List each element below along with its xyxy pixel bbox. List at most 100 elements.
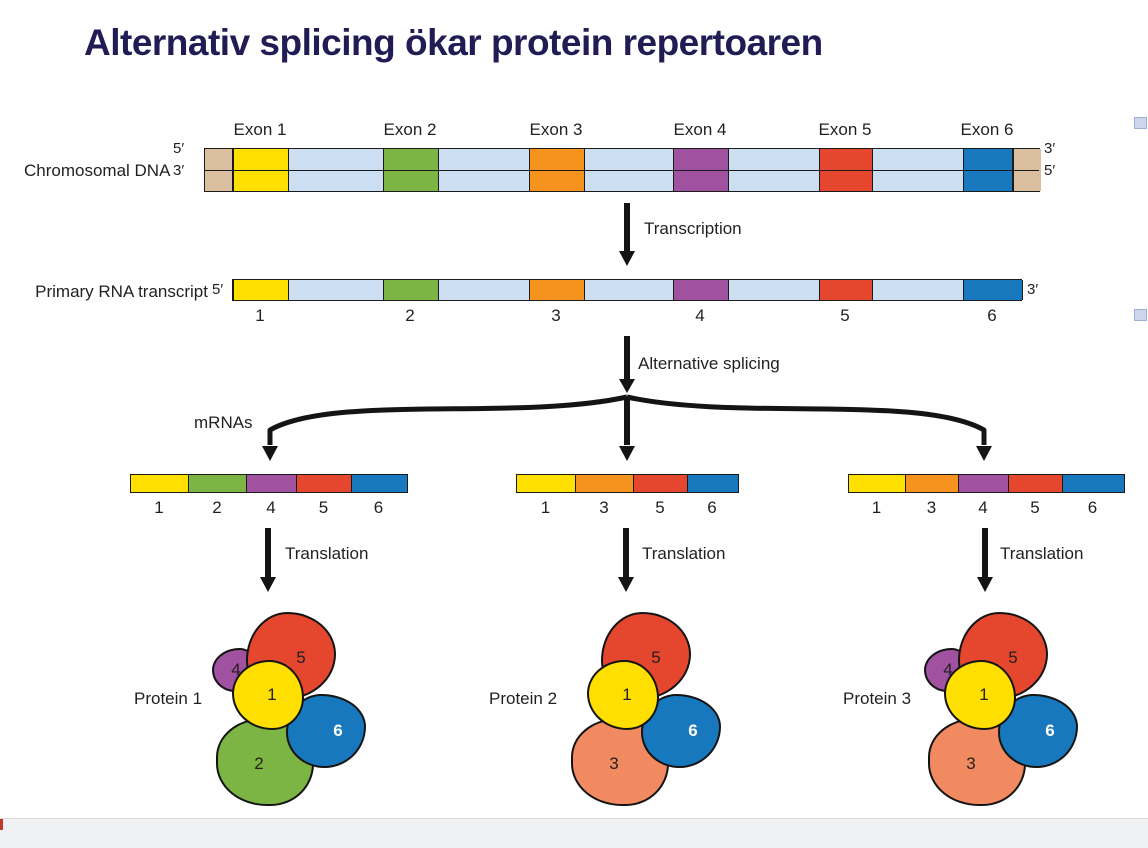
mrna-3-exon-6 — [1063, 475, 1124, 492]
rna-exon-3 — [529, 280, 585, 300]
subunit-number: 1 — [622, 685, 632, 704]
mrna-1-exon-4 — [247, 475, 297, 492]
rna-exon-5 — [819, 280, 873, 300]
rna-exon-number-4: 4 — [695, 306, 705, 325]
exon-label-6: Exon 6 — [960, 120, 1014, 139]
rna-exon-number-1: 1 — [255, 306, 265, 325]
protein-3-structure: 4 5 1 3 6 — [912, 608, 1102, 818]
scrollbar-marker-mid[interactable] — [1134, 309, 1147, 321]
mrna-exon-number: 2 — [212, 498, 222, 517]
dna-exon-3 — [529, 149, 585, 191]
mrna-exon-number: 5 — [1030, 498, 1040, 517]
rna-exon-2 — [383, 280, 439, 300]
rna-exon-number-5: 5 — [840, 306, 850, 325]
mrna-exon-number: 1 — [871, 498, 882, 517]
mrna-3-exon-4 — [959, 475, 1009, 492]
protein-1-structure: 4 5 1 2 6 — [200, 608, 390, 818]
subunit-number: 1 — [979, 685, 989, 704]
translation-arrowhead-1 — [260, 577, 276, 592]
subunit-number: 6 — [688, 721, 698, 740]
translation-label-1: Translation — [285, 544, 369, 563]
rna-5prime: 5′ — [212, 281, 224, 298]
splice-branch-left-arrowhead — [262, 446, 278, 461]
mrna-2-exon-3 — [576, 475, 634, 492]
subunit-number: 6 — [1045, 721, 1055, 740]
translation-arrowhead-3 — [977, 577, 993, 592]
splice-branch-left — [267, 394, 628, 445]
protein-2-label: Protein 2 — [489, 689, 558, 708]
dna-left-3prime: 3′ — [173, 162, 185, 179]
protein-2-structure: 5 1 3 6 — [555, 608, 745, 818]
mrna-2-bar — [516, 474, 739, 493]
dna-end-cap-left — [205, 149, 233, 191]
dna-left-5prime: 5′ — [173, 140, 185, 157]
dna-intron-5 — [873, 149, 963, 191]
rna-intron-3 — [585, 280, 673, 300]
mrna-exon-number: 6 — [1087, 498, 1098, 517]
dna-exon-6 — [963, 149, 1013, 191]
primary-rna-bar — [232, 279, 1023, 301]
splice-branch-right — [626, 394, 987, 445]
protein-1-label: Protein 1 — [134, 689, 203, 708]
mrna-1-exon-5 — [297, 475, 352, 492]
subunit-number: 6 — [333, 721, 343, 740]
rna-exon-number-6: 6 — [987, 306, 997, 325]
mrna-exon-number: 4 — [266, 498, 276, 517]
mrna-1: 1 2 4 5 6 — [130, 474, 408, 518]
subunit-number: 3 — [609, 754, 619, 773]
mrna-exon-number: 5 — [318, 498, 329, 517]
mrna-2-exon-5 — [634, 475, 688, 492]
chromosomal-dna-bar — [204, 148, 1041, 192]
bottom-bar — [0, 818, 1148, 848]
mrna-3-numbers: 1 3 4 5 6 — [848, 498, 1125, 518]
subunit-number: 4 — [943, 660, 953, 679]
mrna-2-numbers: 1 3 5 6 — [516, 498, 739, 518]
mrna-1-bar — [130, 474, 408, 493]
mrna-exon-number: 1 — [154, 498, 164, 517]
subunit-number: 4 — [231, 660, 241, 679]
mrna-1-exon-2 — [189, 475, 247, 492]
exon-label-5: Exon 5 — [818, 120, 872, 139]
transcription-arrowhead — [619, 251, 635, 266]
dna-exon-4 — [673, 149, 729, 191]
protein-3-subunit-1-blob: 1 — [944, 660, 1016, 730]
transcription-label: Transcription — [644, 219, 742, 238]
rna-intron-5 — [873, 280, 963, 300]
mrna-2-exon-1 — [517, 475, 576, 492]
protein-2-subunit-1-blob: 1 — [587, 660, 659, 730]
rna-exon-number-3: 3 — [551, 306, 561, 325]
protein-3-label: Protein 3 — [843, 689, 912, 708]
mrna-1-exon-6 — [352, 475, 407, 492]
chromosomal-dna-label: Chromosomal DNA — [24, 161, 171, 180]
alternative-splicing-label: Alternative splicing — [638, 354, 780, 373]
mrna-exon-number: 6 — [707, 498, 717, 517]
mrna-exon-number: 5 — [655, 498, 665, 517]
mrnas-label: mRNAs — [194, 413, 253, 432]
exon-label-2: Exon 2 — [383, 120, 437, 139]
scrollbar-marker-top[interactable] — [1134, 117, 1147, 129]
dna-intron-4 — [729, 149, 819, 191]
mrna-3: 1 3 4 5 6 — [848, 474, 1125, 518]
dna-right-5prime: 5′ — [1044, 162, 1056, 179]
mrna-3-exon-5 — [1009, 475, 1063, 492]
mrna-3-exon-1 — [849, 475, 906, 492]
bottom-accent-mark — [0, 819, 3, 830]
mrna-1-exon-1 — [131, 475, 189, 492]
mrna-exon-number: 4 — [978, 498, 988, 517]
exon-label-3: Exon 3 — [529, 120, 583, 139]
mrna-exon-number: 6 — [373, 498, 384, 517]
exon-label-1: Exon 1 — [233, 120, 287, 139]
dna-exon-1 — [233, 149, 289, 191]
subunit-number: 2 — [254, 754, 264, 773]
dna-right-3prime: 3′ — [1044, 140, 1056, 157]
rna-exon-6 — [963, 280, 1023, 300]
dna-intron-3 — [585, 149, 673, 191]
splice-branch-right-arrowhead — [976, 446, 992, 461]
mrna-1-numbers: 1 2 4 5 6 — [130, 498, 408, 518]
subunit-number: 5 — [651, 648, 661, 667]
rna-exon-1 — [233, 280, 289, 300]
dna-exon-2 — [383, 149, 439, 191]
dna-exon-5 — [819, 149, 873, 191]
translation-arrowhead-2 — [618, 577, 634, 592]
